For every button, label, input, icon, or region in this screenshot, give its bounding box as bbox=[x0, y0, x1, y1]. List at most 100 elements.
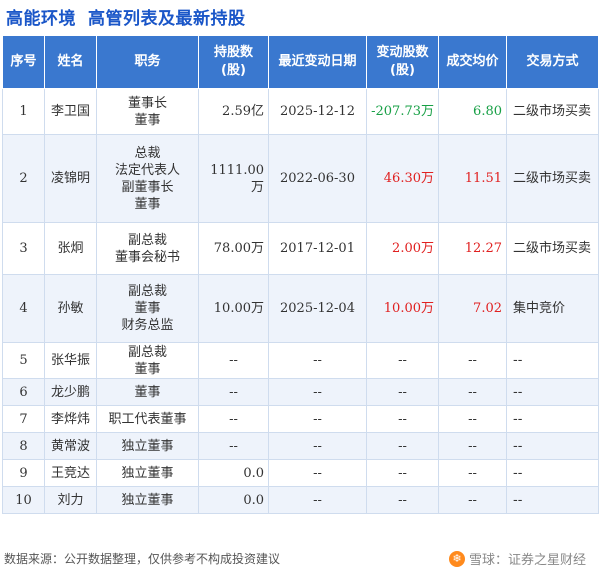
cell-price: -- bbox=[438, 432, 507, 460]
table-row: 7 李烨炜 职工代表董事 -- -- -- -- -- bbox=[2, 405, 599, 433]
executive-table: 序号 姓名 职务 持股数 (股) 最近变动日期 变动股数 (股) 成交均价 交易方式 1 李卫国 董事… bbox=[2, 35, 599, 514]
company-name: 高能环境 bbox=[6, 8, 76, 29]
cell-change: 2.00万 bbox=[366, 222, 439, 275]
cell-date: -- bbox=[268, 432, 367, 460]
cell-shares: -- bbox=[198, 432, 269, 460]
cell-no: 3 bbox=[2, 222, 45, 275]
column-header: 持股数 (股) bbox=[198, 35, 269, 89]
cell-price: -- bbox=[438, 342, 507, 379]
column-header: 最近变动日期 bbox=[268, 35, 367, 89]
column-header: 职务 bbox=[96, 35, 199, 89]
table-body: 1 李卫国 董事长 董事 2.59亿 2025-12-12 -207.73万 6.80 二级市场… bbox=[2, 88, 599, 514]
cell-no: 1 bbox=[2, 88, 45, 135]
cell-titles: 独立董事 bbox=[96, 432, 199, 460]
cell-price: -- bbox=[438, 459, 507, 487]
cell-name: 李烨炜 bbox=[44, 405, 97, 433]
cell-no: 4 bbox=[2, 274, 45, 343]
cell-method: 二级市场买卖 bbox=[506, 134, 599, 223]
cell-name: 张炯 bbox=[44, 222, 97, 275]
column-header: 姓名 bbox=[44, 35, 97, 89]
column-header: 变动股数 (股) bbox=[366, 35, 439, 89]
cell-titles: 总裁 法定代表人 副董事长 董事 bbox=[96, 134, 199, 223]
cell-date: 2017-12-01 bbox=[268, 222, 367, 275]
cell-price: 12.27 bbox=[438, 222, 507, 275]
cell-price: 6.80 bbox=[438, 88, 507, 135]
cell-change: -- bbox=[366, 405, 439, 433]
cell-method: -- bbox=[506, 342, 599, 379]
cell-change: -- bbox=[366, 432, 439, 460]
cell-price: 11.51 bbox=[438, 134, 507, 223]
cell-titles: 董事 bbox=[96, 378, 199, 406]
cell-name: 张华振 bbox=[44, 342, 97, 379]
cell-name: 李卫国 bbox=[44, 88, 97, 135]
cell-titles: 副总裁 董事 bbox=[96, 342, 199, 379]
table-row: 2 凌锦明 总裁 法定代表人 副董事长 董事 1111.00万 2022-06-30 46.30… bbox=[2, 134, 599, 223]
cell-date: -- bbox=[268, 486, 367, 514]
cell-method: -- bbox=[506, 405, 599, 433]
cell-name: 孙敏 bbox=[44, 274, 97, 343]
cell-shares: -- bbox=[198, 405, 269, 433]
table-row: 4 孙敏 副总裁 董事 财务总监 10.00万 2025-12-04 10.00万 7.02 集中… bbox=[2, 274, 599, 343]
cell-shares: 2.59亿 bbox=[198, 88, 269, 135]
cell-method: -- bbox=[506, 432, 599, 460]
cell-name: 凌锦明 bbox=[44, 134, 97, 223]
brand-text: 雪球：证券之星财经 bbox=[468, 553, 586, 568]
column-header: 成交均价 bbox=[438, 35, 507, 89]
cell-change: -- bbox=[366, 459, 439, 487]
cell-change: -- bbox=[366, 378, 439, 406]
cell-shares: -- bbox=[198, 378, 269, 406]
cell-date: 2022-06-30 bbox=[268, 134, 367, 223]
cell-change: -- bbox=[366, 342, 439, 379]
cell-price: -- bbox=[438, 378, 507, 406]
cell-name: 王竞达 bbox=[44, 459, 97, 487]
cell-titles: 独立董事 bbox=[96, 486, 199, 514]
cell-change: 46.30万 bbox=[366, 134, 439, 223]
cell-titles: 副总裁 董事会秘书 bbox=[96, 222, 199, 275]
cell-method: 二级市场买卖 bbox=[506, 88, 599, 135]
data-source-note: 数据来源：公开数据整理，仅供参考不构成投资建议 bbox=[4, 552, 281, 566]
cell-titles: 副总裁 董事 财务总监 bbox=[96, 274, 199, 343]
cell-method: 二级市场买卖 bbox=[506, 222, 599, 275]
brand-watermark: ❄ 雪球：证券之星财经 bbox=[448, 549, 586, 568]
cell-shares: 10.00万 bbox=[198, 274, 269, 343]
page-title: 高管列表及最新持股 bbox=[88, 8, 246, 29]
cell-no: 5 bbox=[2, 342, 45, 379]
cell-name: 刘力 bbox=[44, 486, 97, 514]
table-row: 8 黄常波 独立董事 -- -- -- -- -- bbox=[2, 432, 599, 460]
table-header-row: 序号 姓名 职务 持股数 (股) 最近变动日期 变动股数 (股) 成交均价 交易方式 bbox=[2, 35, 599, 89]
cell-method: -- bbox=[506, 459, 599, 487]
table-row: 5 张华振 副总裁 董事 -- -- -- -- -- bbox=[2, 342, 599, 379]
cell-change: 10.00万 bbox=[366, 274, 439, 343]
cell-date: -- bbox=[268, 405, 367, 433]
cell-method: -- bbox=[506, 378, 599, 406]
table-row: 6 龙少鹏 董事 -- -- -- -- -- bbox=[2, 378, 599, 406]
column-header: 序号 bbox=[2, 35, 45, 89]
cell-change: -207.73万 bbox=[366, 88, 439, 135]
cell-no: 6 bbox=[2, 378, 45, 406]
cell-shares: 78.00万 bbox=[198, 222, 269, 275]
cell-shares: -- bbox=[198, 342, 269, 379]
cell-name: 黄常波 bbox=[44, 432, 97, 460]
table-row: 3 张炯 副总裁 董事会秘书 78.00万 2017-12-01 2.00万 12.27 二级市… bbox=[2, 222, 599, 275]
cell-no: 7 bbox=[2, 405, 45, 433]
column-header: 交易方式 bbox=[506, 35, 599, 89]
page-header: 高能环境 高管列表及最新持股 bbox=[0, 0, 600, 32]
cell-method: -- bbox=[506, 486, 599, 514]
cell-date: 2025-12-12 bbox=[268, 88, 367, 135]
cell-shares: 1111.00万 bbox=[198, 134, 269, 223]
cell-date: -- bbox=[268, 378, 367, 406]
cell-price: 7.02 bbox=[438, 274, 507, 343]
cell-date: -- bbox=[268, 342, 367, 379]
cell-titles: 职工代表董事 bbox=[96, 405, 199, 433]
cell-price: -- bbox=[438, 405, 507, 433]
table-row: 10 刘力 独立董事 0.0 -- -- -- -- bbox=[2, 486, 599, 514]
cell-no: 2 bbox=[2, 134, 45, 223]
table-row: 1 李卫国 董事长 董事 2.59亿 2025-12-12 -207.73万 6.80 二级市场… bbox=[2, 88, 599, 135]
cell-titles: 独立董事 bbox=[96, 459, 199, 487]
cell-change: -- bbox=[366, 486, 439, 514]
cell-shares: 0.0 bbox=[198, 486, 269, 514]
cell-titles: 董事长 董事 bbox=[96, 88, 199, 135]
cell-date: -- bbox=[268, 459, 367, 487]
cell-method: 集中竞价 bbox=[506, 274, 599, 343]
cell-no: 10 bbox=[2, 486, 45, 514]
